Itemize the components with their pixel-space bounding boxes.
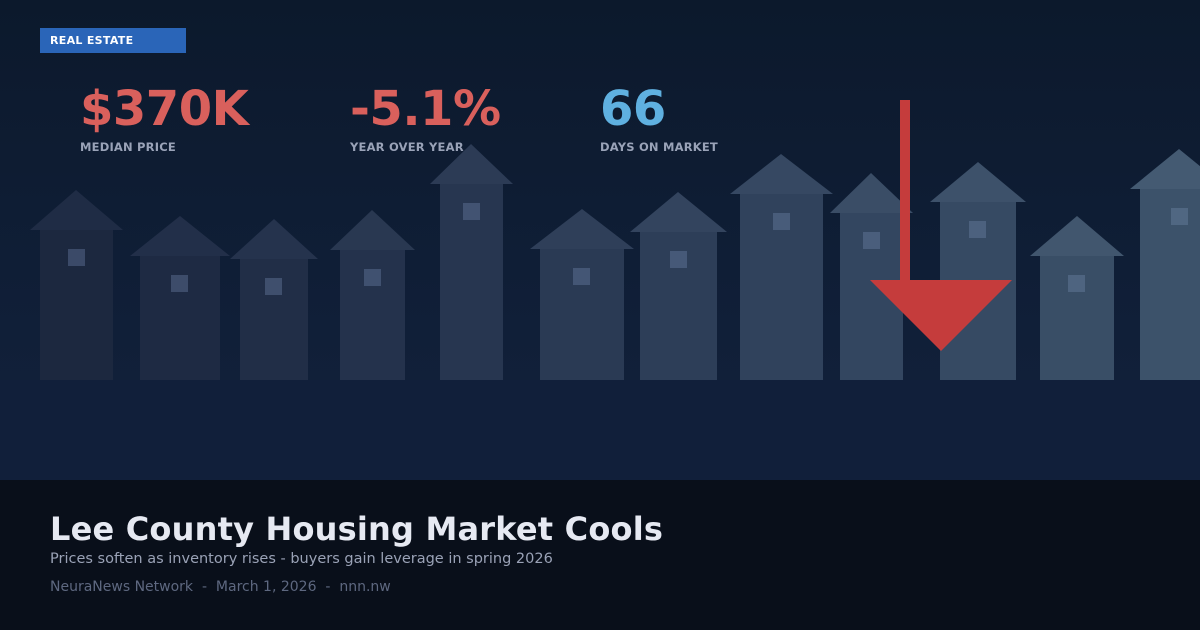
stat-days-on-market: 66 DAYS ON MARKET [600,82,718,154]
byline-date: March 1, 2026 [215,579,317,595]
house-icon [530,209,634,380]
byline-separator: - [201,579,207,595]
stat-median-price: $370K MEDIAN PRICE [80,81,249,154]
house-icon [630,192,727,380]
stat-value: 66 [600,81,666,137]
stat-label: MEDIAN PRICE [80,140,176,154]
byline-site: nnn.nw [339,579,391,595]
stat-label: DAYS ON MARKET [600,140,718,154]
house-icon [330,210,415,380]
headline: Lee County Housing Market Cools [50,510,664,548]
subheadline: Prices soften as inventory rises - buyer… [50,551,553,567]
hero-illustration [0,0,1200,480]
house-icon [730,154,833,380]
byline-source: NeuraNews Network [50,579,194,595]
house-icon [30,190,123,380]
byline: NeuraNews Network - March 1, 2026 - nnn.… [50,579,391,595]
house-icon [130,216,230,380]
stat-label: YEAR OVER YEAR [350,140,464,154]
byline-separator: - [325,579,331,595]
footer-panel [0,480,1200,630]
house-icon [430,144,513,380]
stat-value: $370K [80,81,249,137]
down-arrow-icon [870,100,1012,351]
stat-value: -5.1% [350,81,501,137]
stat-year-over-year: -5.1% YEAR OVER YEAR [350,82,501,154]
category-badge: REAL ESTATE [40,28,186,53]
house-icon [1130,149,1200,380]
house-skyline [30,100,1200,380]
house-icon [230,219,318,380]
house-icon [1030,216,1124,380]
ground-strip [0,380,1200,480]
